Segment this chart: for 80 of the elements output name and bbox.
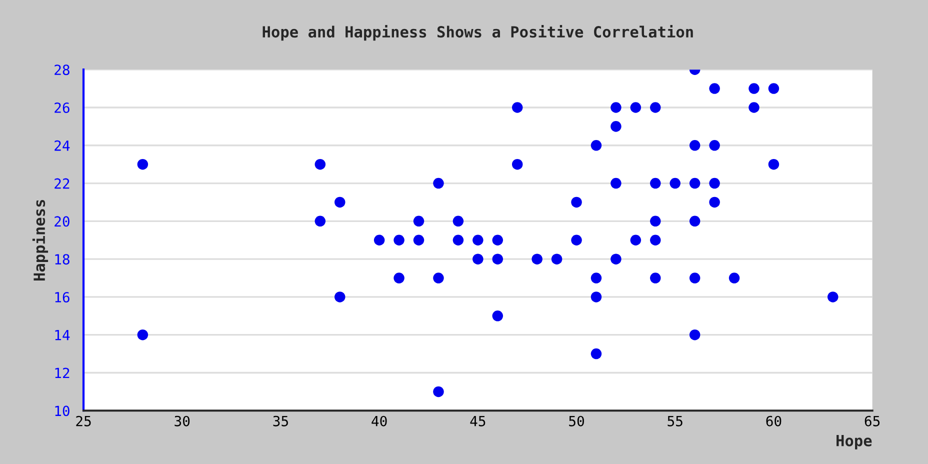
x-axis-title: Hope [836, 435, 872, 450]
point [748, 102, 760, 113]
point [413, 234, 424, 246]
point [610, 102, 622, 113]
y-axis-title: Happiness [32, 200, 48, 280]
point [137, 158, 148, 170]
point [433, 386, 444, 398]
point [413, 216, 424, 227]
point [650, 216, 661, 227]
point [828, 292, 838, 302]
x-tick-label: 40 [372, 416, 387, 426]
point [650, 272, 661, 284]
point [689, 272, 700, 284]
point [394, 234, 404, 246]
point [670, 178, 680, 189]
point [433, 178, 444, 189]
point [768, 158, 780, 170]
point [630, 234, 642, 246]
x-tick-label: 25 [76, 416, 91, 426]
point [394, 272, 404, 284]
x-tick-label: 45 [470, 416, 486, 426]
point [314, 216, 326, 227]
point [374, 234, 385, 246]
point [590, 140, 602, 151]
point [590, 272, 602, 284]
point [571, 234, 582, 246]
point [709, 140, 720, 151]
chart-title: Hope and Happiness Shows a Positive Correlation [262, 24, 693, 41]
point [472, 234, 484, 246]
x-tick-label: 55 [668, 416, 682, 426]
point [630, 102, 642, 113]
point [334, 196, 346, 208]
point [512, 102, 523, 113]
y-tick-label: 14 [55, 330, 70, 340]
x-tick-label: 50 [569, 416, 584, 426]
point [532, 254, 542, 264]
point [689, 216, 700, 227]
point [689, 140, 700, 151]
point [472, 254, 484, 264]
y-tick-label: 18 [55, 254, 70, 265]
point [748, 83, 760, 94]
y-tick-label: 28 [54, 64, 70, 76]
point [492, 254, 504, 264]
point [433, 272, 444, 284]
y-tick-label: 26 [54, 102, 70, 114]
point [334, 292, 346, 302]
point [709, 83, 720, 94]
point [709, 196, 720, 208]
x-tick-label: 65 [864, 416, 880, 426]
point [709, 178, 720, 189]
point [571, 196, 582, 208]
point [492, 234, 504, 246]
x-tick-label: 35 [273, 416, 288, 426]
point [650, 102, 661, 113]
y-tick-label: 16 [55, 292, 70, 302]
point [314, 158, 326, 170]
point [650, 234, 661, 246]
point [610, 178, 622, 189]
point [452, 216, 464, 227]
point [768, 83, 780, 94]
point [689, 178, 700, 189]
point [551, 254, 562, 264]
point [452, 234, 464, 246]
y-tick-label: 20 [54, 216, 70, 227]
point [137, 329, 148, 340]
y-tick-label: 12 [55, 368, 70, 378]
point [728, 272, 740, 284]
point [492, 310, 504, 322]
point [590, 348, 602, 360]
point [512, 158, 523, 170]
point [610, 121, 622, 132]
x-tick-label: 30 [174, 416, 190, 426]
point [610, 254, 622, 264]
point [590, 292, 602, 302]
x-tick-label: 60 [766, 416, 782, 426]
y-tick-label: 10 [55, 406, 70, 416]
point [689, 329, 700, 340]
y-tick-label: 24 [54, 140, 70, 151]
point [650, 178, 661, 189]
y-tick-label: 22 [54, 178, 70, 189]
